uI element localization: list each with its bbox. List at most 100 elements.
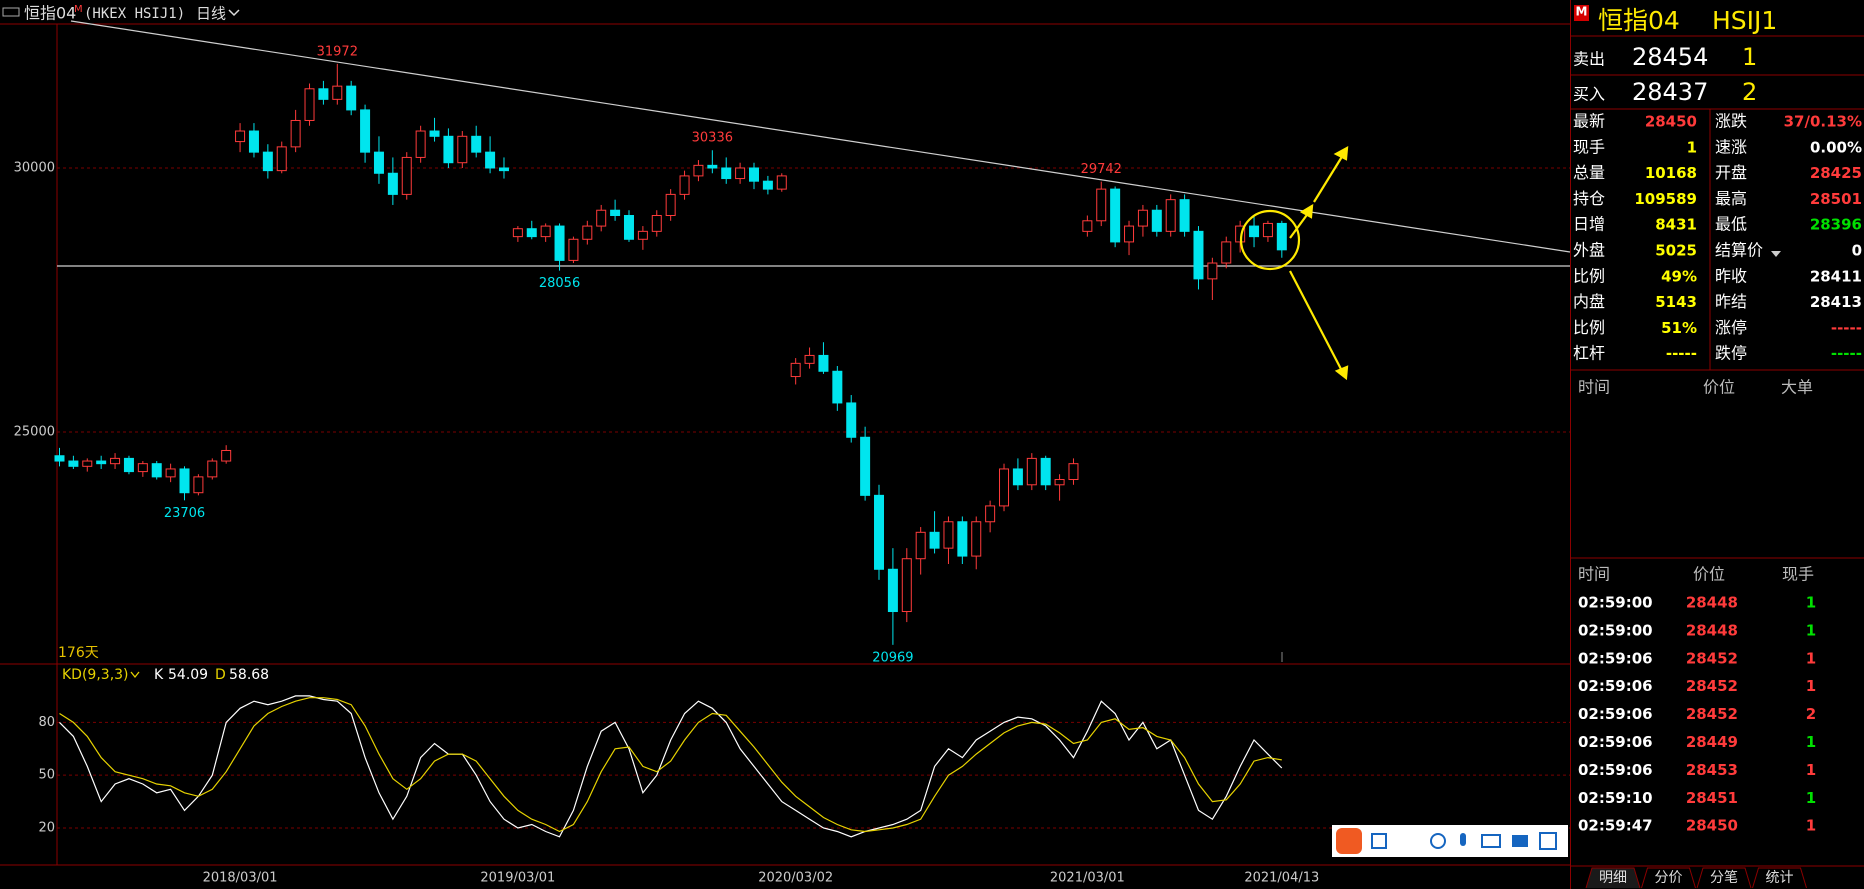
candle-body — [1012, 468, 1023, 486]
candle-body — [568, 238, 579, 261]
list-header: 时间 — [1578, 378, 1610, 397]
candle-body — [123, 457, 134, 473]
quote-label: 跌停 — [1715, 344, 1747, 363]
candle-body — [346, 85, 357, 111]
candle-body — [971, 521, 982, 557]
ime-icon[interactable] — [1539, 832, 1557, 850]
quote-label: 现手 — [1573, 137, 1605, 156]
candle-body — [776, 175, 787, 190]
x-tick-label: 2020/03/02 — [758, 871, 833, 886]
candle-body — [415, 130, 426, 158]
ime-icon[interactable] — [1460, 833, 1466, 846]
candle-body — [651, 215, 662, 232]
trade-price: 28449 — [1686, 733, 1738, 751]
period-selector[interactable]: 日线 — [196, 5, 226, 23]
candle-body — [804, 354, 815, 364]
candle-body — [874, 494, 885, 570]
tab-label[interactable]: 统计 — [1766, 870, 1794, 886]
quote-value: 28396 — [1810, 216, 1862, 234]
candle-body — [1026, 457, 1037, 486]
tab[interactable] — [1752, 867, 1807, 889]
quote-label: 最低 — [1715, 215, 1747, 234]
candle-body — [943, 521, 954, 549]
trades-header: 现手 — [1782, 565, 1814, 584]
y-tick-label: 50 — [38, 768, 55, 783]
y-tick-label: 20 — [38, 821, 55, 836]
tab[interactable] — [1641, 867, 1696, 889]
ime-icon[interactable] — [1371, 833, 1387, 849]
bid-label: 买入 — [1573, 85, 1605, 104]
candle-body — [276, 146, 287, 172]
candle-body — [999, 468, 1010, 507]
trade-time: 02:59:06 — [1578, 677, 1653, 695]
list-header: 大单 — [1781, 378, 1813, 397]
quote-label: 日增 — [1573, 215, 1605, 234]
candle-body — [1249, 225, 1260, 238]
trade-time: 02:59:10 — [1578, 789, 1653, 807]
kd-line — [59, 695, 1283, 838]
tab[interactable] — [1585, 867, 1641, 889]
low-label: 28056 — [539, 276, 580, 291]
ime-icon[interactable] — [1481, 834, 1501, 848]
quote-value: 51% — [1661, 319, 1697, 337]
tab-label[interactable]: 分价 — [1655, 870, 1683, 886]
candle-body — [1096, 188, 1107, 222]
tab[interactable] — [1696, 867, 1752, 889]
trade-price: 28452 — [1686, 705, 1738, 723]
candle-body — [721, 167, 732, 180]
candle-body — [82, 460, 93, 467]
candle-body — [96, 460, 107, 465]
candle-body — [304, 88, 315, 121]
annotation-shapes — [1239, 146, 1349, 381]
candle-body — [68, 460, 79, 467]
indicator-chevron[interactable] — [130, 671, 140, 679]
arrow-up-short — [1289, 211, 1310, 239]
quote-symbol: 恒指04 — [1598, 6, 1680, 35]
quote-label: 涨停 — [1715, 318, 1747, 337]
quote-label: 昨结 — [1715, 292, 1747, 311]
ask-label: 卖出 — [1573, 50, 1605, 69]
candle-body — [582, 225, 593, 240]
trade-price: 28452 — [1686, 677, 1738, 695]
candle-body — [512, 228, 523, 238]
quote-value: 28425 — [1810, 164, 1862, 182]
tab-label[interactable]: 明细 — [1599, 870, 1627, 886]
candle-body — [1068, 463, 1079, 481]
candle-body — [179, 468, 190, 494]
ime-icon[interactable] — [1512, 835, 1528, 847]
quote-label: 比例 — [1573, 318, 1605, 337]
ask-price: 28454 — [1632, 43, 1708, 71]
candle-body — [1082, 220, 1093, 232]
quote-label: 昨收 — [1715, 266, 1747, 285]
candle-body — [540, 225, 551, 238]
trade-time: 02:59:00 — [1578, 621, 1653, 639]
candle-body — [1124, 225, 1135, 243]
quote-value: ----- — [1831, 319, 1862, 337]
candle-body — [1054, 479, 1065, 486]
toolbar-marker: M — [74, 4, 83, 15]
candle-body — [165, 468, 176, 478]
quote-value: 28411 — [1810, 267, 1862, 285]
candle-body — [637, 230, 648, 240]
quote-marker: M — [1576, 5, 1588, 19]
indicator-label[interactable]: KD(9,3,3) — [62, 667, 129, 683]
highlight-circle — [1239, 209, 1301, 271]
trade-time: 02:59:00 — [1578, 594, 1653, 612]
tab-label[interactable]: 分笔 — [1710, 870, 1738, 886]
trade-price: 28451 — [1686, 789, 1738, 807]
trade-size: 1 — [1806, 594, 1816, 612]
layout-icon[interactable] — [2, 7, 20, 17]
ime-icon[interactable] — [1430, 833, 1446, 849]
candle-body — [887, 568, 898, 613]
trade-size: 1 — [1806, 677, 1816, 695]
settle-dropdown[interactable] — [1771, 251, 1781, 257]
candle-body — [1276, 222, 1287, 251]
candle-body — [665, 193, 676, 217]
x-tick-label: 2019/03/01 — [480, 871, 555, 886]
ime-logo[interactable] — [1336, 828, 1362, 854]
trades-header: 价位 — [1693, 565, 1725, 584]
list-header: 价位 — [1703, 378, 1735, 397]
high-label: 31972 — [317, 44, 358, 59]
period-chevron[interactable] — [228, 9, 240, 17]
